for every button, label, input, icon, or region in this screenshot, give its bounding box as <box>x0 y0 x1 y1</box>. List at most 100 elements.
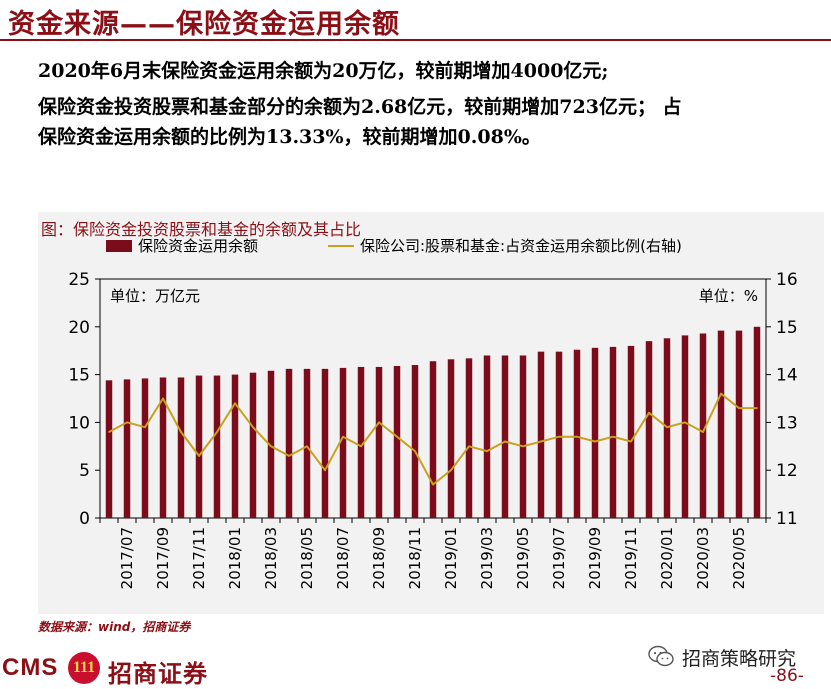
ratio-point-2018/07 <box>342 435 344 438</box>
bar-2018/03 <box>267 370 275 518</box>
ratio-point-2018/06 <box>324 469 326 472</box>
page-number: -86- <box>770 666 804 686</box>
ratio-point-2017/07 <box>126 421 128 424</box>
ratio-point-2019/10 <box>612 435 614 438</box>
ratio-point-2019/12 <box>648 412 650 414</box>
wechat-watermark: 招商策略研究 <box>648 641 828 671</box>
left-axis-tick-label: 10 <box>68 413 90 433</box>
bar-2017/12 <box>213 375 221 518</box>
bar-2019/02 <box>465 358 473 518</box>
bar-2018/10 <box>393 365 401 518</box>
ratio-point-2018/04 <box>288 455 290 457</box>
ratio-point-2018/11 <box>414 450 416 452</box>
bar-2020/03 <box>699 333 707 518</box>
ratio-point-2019/07 <box>558 435 560 438</box>
bar-2019/01 <box>447 359 455 518</box>
x-axis-tick-label: 2019/09 <box>586 527 604 589</box>
ratio-point-2019/08 <box>576 435 578 438</box>
bar-2017/11 <box>195 375 203 518</box>
ratio-point-2019/02 <box>468 445 470 448</box>
bar-2020/06 <box>753 326 761 518</box>
bar-2017/08 <box>141 378 149 518</box>
bar-2018/12 <box>429 361 437 518</box>
ratio-point-2020/06 <box>756 407 758 409</box>
x-axis-tick-label: 2019/11 <box>622 527 640 589</box>
ratio-point-2018/03 <box>270 445 272 448</box>
right-axis-tick-label: 15 <box>776 318 798 338</box>
x-axis-tick-label: 2017/07 <box>118 527 136 589</box>
bar-2019/06 <box>537 351 545 518</box>
x-axis-tick-label: 2018/09 <box>370 527 388 589</box>
bar-2019/08 <box>573 349 581 518</box>
x-axis-tick-label: 2019/05 <box>514 527 532 589</box>
x-axis-tick-label: 2019/03 <box>478 527 496 589</box>
page-title: 资金来源——保险资金运用余额 <box>8 9 400 40</box>
summary-line-1: 2020年6月末保险资金运用余额为20万亿，较前期增加4000亿元; <box>38 60 609 82</box>
bar-2019/03 <box>483 355 491 518</box>
legend-bar-label: 保险资金运用余额 <box>138 237 258 255</box>
bar-2019/10 <box>609 346 617 518</box>
right-axis-tick-label: 16 <box>776 270 798 290</box>
ratio-point-2019/01 <box>450 469 452 472</box>
ratio-point-2019/11 <box>630 440 632 443</box>
right-axis-tick-label: 14 <box>776 366 798 386</box>
x-axis-tick-label: 2017/09 <box>154 527 172 589</box>
title-bar: 资金来源——保险资金运用余额 <box>0 0 831 42</box>
data-source: 数据来源：wind，招商证券 <box>38 620 191 634</box>
ratio-point-2017/12 <box>216 431 218 433</box>
ratio-point-2020/02 <box>684 421 686 424</box>
chart-caption: 图：保险资金投资股票和基金的余额及其占比 <box>41 220 362 239</box>
left-axis-tick-label: 15 <box>68 366 90 386</box>
bar-2020/05 <box>735 330 743 518</box>
ratio-point-2018/09 <box>378 421 380 424</box>
bar-2017/06 <box>105 380 113 518</box>
ratio-point-2020/04 <box>720 392 722 395</box>
x-axis-tick-label: 2018/05 <box>298 527 316 589</box>
ratio-point-2019/06 <box>540 440 542 443</box>
bar-2019/07 <box>555 351 563 518</box>
bar-2018/11 <box>411 365 419 518</box>
x-axis-tick-label: 2020/01 <box>658 527 676 589</box>
x-axis-tick-label: 2018/01 <box>226 527 244 589</box>
ratio-point-2017/06 <box>108 431 110 433</box>
wechat-account-name: 招商策略研究 <box>682 648 797 670</box>
right-axis-tick-label: 11 <box>776 509 798 529</box>
left-axis-unit: 单位：万亿元 <box>110 287 200 305</box>
ratio-point-2020/03 <box>702 431 704 433</box>
title-underline <box>0 39 831 41</box>
ratio-point-2018/01 <box>234 402 236 405</box>
company-logo: CMS 111 招商证券 <box>2 648 262 688</box>
ratio-point-2020/01 <box>666 426 668 428</box>
x-axis-tick-label: 2018/07 <box>334 527 352 589</box>
chart-panel: 图：保险资金投资股票和基金的余额及其占比 0 5 10 15 20 25 11 12 13 14 1… <box>38 212 824 614</box>
right-axis-tick-label: 12 <box>776 461 798 481</box>
x-axis-tick-label: 2019/07 <box>550 527 568 589</box>
ratio-point-2017/11 <box>198 455 200 457</box>
legend-line-label: 保险公司:股票和基金:占资金运用余额比例(右轴) <box>360 237 682 255</box>
bar-2018/05 <box>303 368 311 518</box>
bar-2019/11 <box>627 345 635 518</box>
ratio-point-2018/12 <box>432 483 434 486</box>
ratio-point-2017/08 <box>144 426 146 428</box>
ratio-point-2018/10 <box>396 435 398 438</box>
ratio-point-2018/02 <box>252 426 254 428</box>
right-axis-tick-label: 13 <box>776 413 798 433</box>
bar-2018/04 <box>285 368 293 518</box>
bar-2020/02 <box>681 335 689 518</box>
ratio-point-2017/09 <box>162 397 164 400</box>
bar-2017/09 <box>159 377 167 518</box>
ratio-point-2019/05 <box>522 445 524 448</box>
logo-company-name: 招商证券 <box>108 660 208 688</box>
right-axis-unit: 单位：% <box>699 287 758 305</box>
wechat-icon <box>648 645 674 667</box>
bar-2018/06 <box>321 368 329 518</box>
bar-2018/07 <box>339 367 347 518</box>
x-axis-tick-label: 2018/11 <box>406 527 424 589</box>
x-axis-tick-label: 2020/03 <box>694 527 712 589</box>
bar-2018/08 <box>357 366 365 518</box>
ratio-point-2020/05 <box>738 407 740 409</box>
left-axis-tick-label: 0 <box>79 509 90 529</box>
summary-line-3: 保险资金运用余额的比例为13.33%，较前期增加0.08%。 <box>38 126 541 148</box>
ratio-point-2017/10 <box>180 431 182 433</box>
legend-bar-swatch <box>106 240 132 252</box>
